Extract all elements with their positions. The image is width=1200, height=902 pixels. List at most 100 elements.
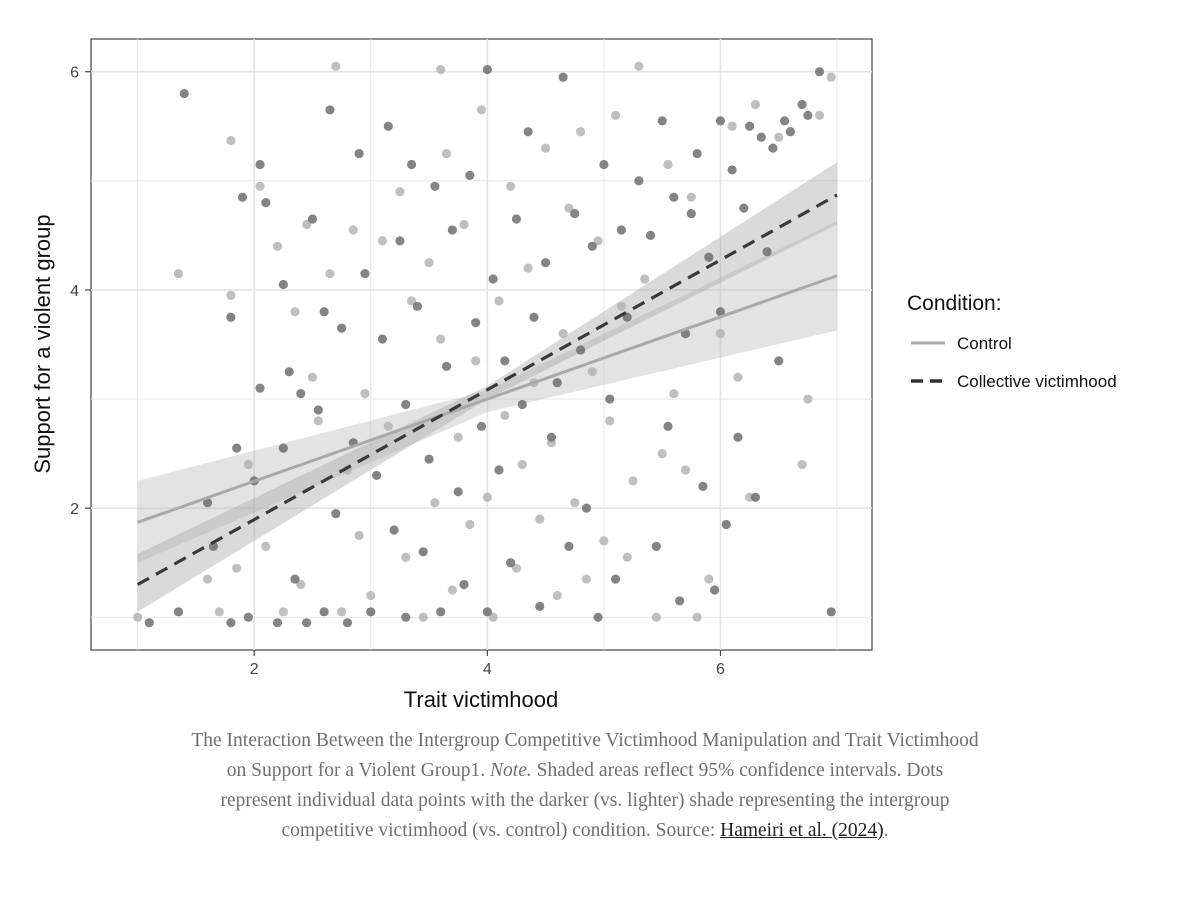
data-point [511,214,522,224]
data-point [826,72,836,82]
data-point [261,541,271,551]
x-tick-label: 6 [716,661,725,678]
data-point [202,498,213,508]
data-point [651,541,661,551]
data-point [360,388,370,399]
data-point [226,312,236,322]
data-point [232,443,242,453]
data-point [471,318,481,328]
legend-label-control: Control [957,334,1012,353]
data-point [307,372,318,382]
caption-text-1: The Interaction Between the Intergroup C… [191,730,979,781]
data-point [750,492,761,502]
data-point [284,367,294,377]
data-point [669,388,679,399]
data-point [797,459,807,470]
x-axis-title: Trait victimhood [404,687,558,712]
data-point [255,383,265,393]
data-point [779,116,790,126]
data-point [704,252,714,262]
data-point [733,372,743,382]
data-point [593,612,603,622]
data-point [319,307,329,317]
data-point [377,334,388,344]
data-point [436,607,446,617]
data-point [133,612,143,622]
data-point [570,208,580,219]
data-point [453,487,463,497]
legend-label-collective-victimhood: Collective victimhood [957,372,1117,391]
x-tick-label: 4 [483,661,492,678]
data-point [383,421,393,431]
data-point [436,64,446,75]
data-point [535,514,545,524]
data-point [634,176,644,186]
fit-line [137,274,838,524]
source-link[interactable]: Hameiri et al. (2024) [720,820,884,841]
data-point [354,148,364,159]
data-point [727,165,737,175]
data-point [785,127,796,137]
data-point [342,618,353,628]
data-point [371,470,382,481]
data-point [704,574,714,584]
data-point [605,416,615,426]
data-point [377,236,388,246]
data-point [278,443,288,453]
data-point [762,247,772,257]
data-point [389,525,399,535]
plot-panel [90,38,873,651]
data-point [255,159,265,170]
data-point [645,230,656,240]
data-point [383,121,393,131]
data-point [290,574,300,584]
data-point [325,268,335,279]
data-point [657,116,667,126]
data-point [424,258,434,268]
data-point [430,181,440,191]
data-point [610,574,621,584]
data-point [337,607,347,617]
data-point [803,394,813,404]
data-point [675,596,685,606]
data-point [173,268,184,279]
data-point [441,361,452,371]
data-point [733,432,743,442]
data-point [552,590,562,601]
data-point [616,225,626,235]
data-point [144,618,154,628]
data-point [488,612,498,622]
data-point [506,181,516,191]
data-point [424,454,434,464]
data-point [447,585,457,595]
legend-title: Condition: [907,292,1002,315]
data-point [401,612,411,622]
data-point [313,416,323,426]
data-point [173,607,184,617]
figure-caption: The Interaction Between the Intergroup C… [190,726,980,846]
data-point [745,121,755,131]
data-point [214,607,224,617]
confidence-band [137,221,838,563]
data-point [715,116,726,126]
data-point [319,607,329,617]
data-point [610,110,621,120]
data-point [232,563,242,573]
data-point [622,552,632,562]
caption-note-label: Note. [490,760,532,781]
data-point [500,410,510,421]
data-point [226,135,236,146]
data-point [482,64,492,75]
data-point [529,312,539,322]
data-point [488,274,498,284]
data-point [307,214,318,224]
data-point [669,192,679,202]
data-point [686,208,696,219]
data-point [546,432,557,442]
data-point [255,181,265,191]
data-point [482,607,492,617]
data-point [226,290,236,301]
caption-text-3: . [883,820,889,841]
data-point [278,607,288,617]
data-point [366,607,376,617]
